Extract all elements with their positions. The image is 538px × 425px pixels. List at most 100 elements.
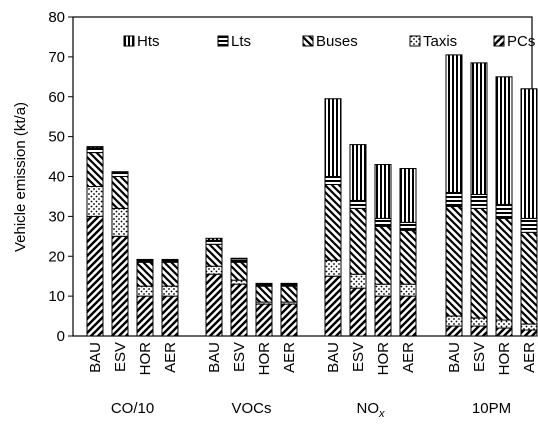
- bar-segment-lts: [349, 199, 367, 209]
- y-tick-label: 60: [48, 89, 65, 106]
- bar-segment-pcs: [111, 235, 129, 337]
- bar-segment-pcs: [205, 273, 223, 337]
- bar-segment-buses: [161, 261, 179, 287]
- bar-segment-taxis: [111, 207, 129, 237]
- bar-segment-pcs: [136, 295, 154, 337]
- bar-segment-hts: [161, 258, 179, 261]
- bar-segment-lts: [86, 147, 104, 154]
- bar-segment-lts: [399, 221, 417, 231]
- bar-segment-pcs: [230, 283, 248, 337]
- y-tick-label: 80: [48, 9, 65, 26]
- x-category-label: AER: [281, 342, 298, 373]
- bar-segment-hts: [445, 54, 463, 193]
- legend-swatch-taxis: [409, 35, 421, 47]
- bar-segment-lts: [520, 217, 538, 233]
- y-tick-label: 50: [48, 129, 65, 146]
- legend-label-lts: Lts: [231, 33, 251, 50]
- y-axis-label: Vehicle emission (kt/a): [12, 102, 29, 252]
- bar-segment-taxis: [520, 323, 538, 331]
- bar-segment-buses: [324, 183, 342, 261]
- bar-segment-pcs: [280, 303, 298, 337]
- bar-segment-buses: [349, 207, 367, 275]
- legend-swatch-lts: [217, 35, 229, 47]
- x-category-label: ESV: [112, 342, 129, 372]
- x-category-label: BAU: [87, 342, 104, 373]
- bar-segment-buses: [445, 205, 463, 317]
- bar-segment-pcs: [470, 325, 488, 337]
- bar-segment-taxis: [374, 283, 392, 297]
- bar-segment-taxis: [495, 319, 513, 329]
- y-tick-label: 0: [57, 328, 65, 345]
- bar-segment-pcs: [349, 287, 367, 337]
- bar-segment-taxis: [86, 185, 104, 217]
- x-category-label: ESV: [231, 342, 248, 372]
- y-tick-label: 40: [48, 169, 65, 186]
- x-group-label: CO/10: [111, 400, 154, 417]
- bar-segment-buses: [520, 231, 538, 325]
- bar-segment-hts: [520, 88, 538, 219]
- legend-label-hts: Hts: [137, 33, 160, 50]
- bar-segment-lts: [205, 239, 223, 245]
- bar-segment-taxis: [399, 283, 417, 297]
- bar-segment-pcs: [495, 327, 513, 337]
- legend-label-pcs: PCs: [507, 33, 535, 50]
- bar-segment-taxis: [445, 315, 463, 327]
- bar-segment-taxis: [205, 265, 223, 275]
- bar-segment-hts: [111, 171, 129, 174]
- bar-segment-hts: [399, 168, 417, 223]
- bar-segment-buses: [495, 217, 513, 321]
- y-tick-label: 70: [48, 49, 65, 66]
- x-category-label: HOR: [137, 342, 154, 376]
- bar-segment-pcs: [520, 329, 538, 337]
- bar-segment-pcs: [324, 275, 342, 337]
- bar-segment-buses: [205, 243, 223, 267]
- bar-segment-hts: [374, 164, 392, 219]
- bar-segment-lts: [111, 172, 129, 177]
- bar-segment-buses: [374, 225, 392, 285]
- y-tick-label: 20: [48, 248, 65, 265]
- legend-swatch-buses: [302, 35, 314, 47]
- bar-segment-hts: [136, 258, 154, 261]
- bar-segment-lts: [374, 217, 392, 227]
- bar-segment-hts: [205, 237, 223, 241]
- legend-swatch-hts: [123, 35, 135, 47]
- bar-segment-hts: [230, 257, 248, 260]
- bar-segment-buses: [470, 207, 488, 319]
- x-group-label: VOCs: [231, 400, 271, 417]
- x-category-label: HOR: [375, 342, 392, 376]
- bar-segment-buses: [255, 285, 273, 303]
- bar-segment-lts: [445, 191, 463, 207]
- x-category-label: BAU: [325, 342, 342, 373]
- x-category-label: AER: [521, 342, 538, 373]
- x-category-label: HOR: [496, 342, 513, 376]
- bar-segment-taxis: [470, 317, 488, 327]
- bar-segment-pcs: [161, 295, 179, 337]
- legend-label-taxis: Taxis: [423, 33, 457, 50]
- bar-segment-hts: [349, 144, 367, 201]
- x-category-label: AER: [400, 342, 417, 373]
- bar-segment-buses: [230, 261, 248, 281]
- bar-segment-hts: [86, 146, 104, 149]
- x-category-label: HOR: [256, 342, 273, 376]
- bar-segment-taxis: [161, 285, 179, 297]
- bar-segment-lts: [495, 203, 513, 219]
- x-category-label: ESV: [471, 342, 488, 372]
- bar-segment-lts: [324, 176, 342, 185]
- bar-segment-taxis: [349, 273, 367, 289]
- x-category-label: AER: [162, 342, 179, 373]
- bar-segment-buses: [111, 176, 129, 209]
- x-category-label: BAU: [446, 342, 463, 373]
- bar-segment-pcs: [374, 295, 392, 337]
- bar-segment-buses: [86, 152, 104, 187]
- bar-segment-hts: [470, 62, 488, 195]
- x-group-label: 10PM: [472, 400, 511, 417]
- bar-segment-taxis: [324, 259, 342, 277]
- bar-segment-buses: [136, 261, 154, 287]
- plot-area: 0 10 20 30 40 50 60 70 80 BAU ESV HOR AER BAU ESV HOR AE…: [48, 9, 538, 420]
- legend-label-buses: Buses: [316, 33, 358, 50]
- legend-swatch-pcs: [493, 35, 505, 47]
- bar-segment-buses: [280, 285, 298, 303]
- bar-segment-hts: [280, 282, 298, 285]
- bar-segment-hts: [495, 76, 513, 205]
